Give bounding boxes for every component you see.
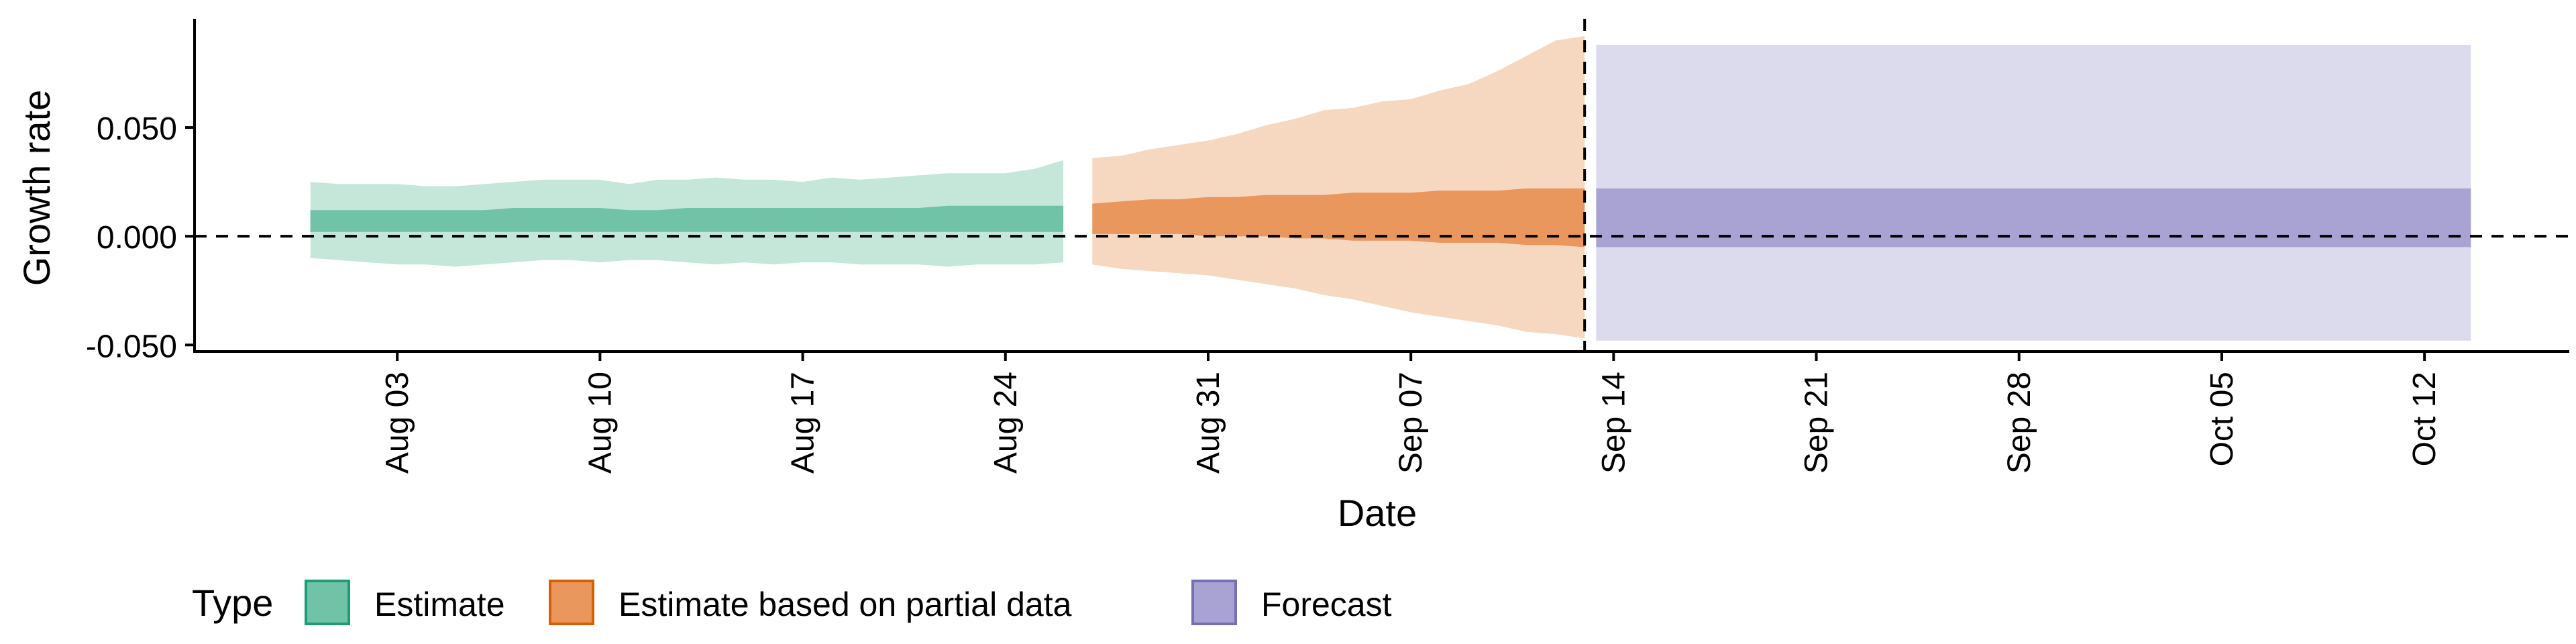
- forecast-inner-band: [1596, 188, 2471, 248]
- x-axis-title: Date: [1338, 492, 1417, 534]
- x-tick-label: Aug 17: [786, 372, 821, 474]
- legend-label-forecast: Forecast: [1261, 586, 1392, 623]
- x-tick-label: Sep 21: [1799, 372, 1835, 474]
- legend-title: Type: [192, 582, 273, 624]
- estimate-inner-band: [310, 205, 1064, 232]
- x-tick-label: Sep 28: [2002, 372, 2037, 474]
- x-tick-label: Oct 12: [2407, 372, 2443, 466]
- x-tick-label: Sep 14: [1596, 372, 1631, 474]
- x-tick-label: Oct 05: [2204, 372, 2240, 466]
- legend-label-estimate-based-on-partial-data: Estimate based on partial data: [619, 586, 1072, 623]
- x-tick-label: Aug 10: [582, 372, 618, 474]
- y-tick-label: -0.050: [86, 329, 177, 364]
- legend-key-forecast: [1191, 580, 1237, 625]
- bands-layer: [310, 36, 2471, 341]
- axes: -0.050 0.000 0.050 Aug 03 Aug 10 Aug 17 Aug 24…: [86, 19, 2569, 474]
- estimate-based-on-partial-data-inner-band: [1092, 188, 1585, 248]
- x-tick-label: Sep 07: [1393, 372, 1429, 474]
- y-tick-label: 0.050: [97, 111, 177, 147]
- x-tick-label: Aug 03: [380, 372, 415, 474]
- legend: Type Estimate Estimate based on partial d…: [192, 580, 1392, 625]
- y-tick-label: 0.000: [97, 220, 177, 256]
- reference-lines: [195, 19, 2569, 352]
- y-axis-title: Growth rate: [15, 90, 58, 286]
- x-tick-label: Aug 24: [988, 372, 1024, 474]
- legend-label-estimate: Estimate: [374, 586, 505, 623]
- legend-key-estimate: [305, 580, 350, 625]
- estimate-based-on-partial-data-outer-band: [1092, 36, 1585, 339]
- legend-key-estimate-based-on-partial-data: [549, 580, 594, 625]
- x-tick-label: Aug 31: [1191, 372, 1226, 474]
